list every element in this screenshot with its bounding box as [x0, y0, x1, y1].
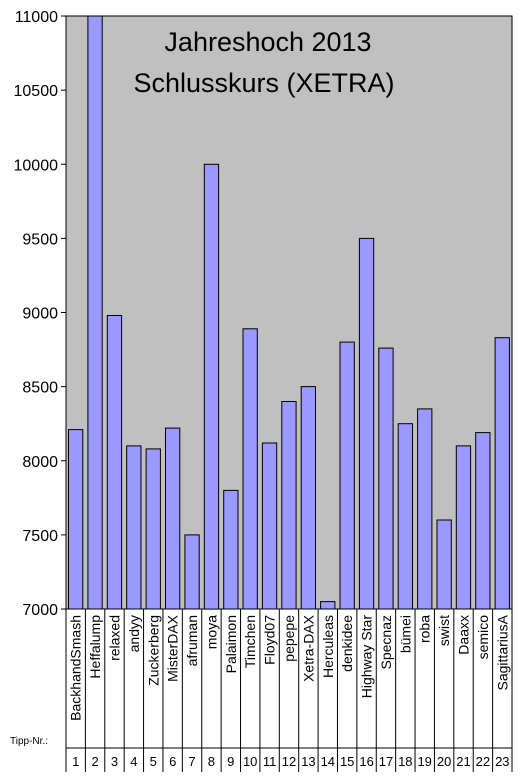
tipp-number: 12	[282, 754, 296, 769]
category-label: Xetra-DAX	[300, 614, 316, 682]
tipp-number: 11	[263, 754, 277, 769]
bar-16	[358, 237, 375, 610]
tipp-number: 9	[227, 754, 234, 769]
tipp-number: 17	[379, 754, 393, 769]
category-label: Floyd07	[262, 615, 278, 665]
tipp-number: 14	[321, 754, 335, 769]
y-axis: 7000 7500 8000 8500 9000 9500 10000 10500 11000	[14, 9, 66, 619]
bar-12	[281, 401, 297, 610]
y-tick-label: 9500	[22, 231, 58, 248]
tipp-number: 2	[91, 754, 98, 769]
chart-title-line-1: Jahreshoch 2013	[164, 27, 371, 57]
tipp-number: 23	[495, 754, 509, 769]
chart-title-line-2: Schlusskurs (XETRA)	[133, 68, 394, 98]
bar-21	[455, 445, 472, 610]
category-label: bümei	[397, 615, 413, 653]
y-tick-label: 9000	[22, 306, 58, 323]
tipp-number: 20	[437, 754, 451, 769]
category-label: MisterDAX	[165, 614, 181, 682]
tipp-number: 4	[130, 754, 137, 769]
bar-15	[339, 341, 355, 610]
category-label: swist	[436, 615, 452, 646]
tipp-number: 13	[301, 754, 315, 769]
category-label: roba	[417, 615, 433, 643]
tipp-number: 7	[188, 754, 195, 769]
bar-4	[126, 445, 142, 610]
tipp-number: 8	[208, 754, 215, 769]
bar-19	[417, 408, 433, 610]
bar-3	[106, 315, 123, 610]
category-label: Herculeas	[320, 615, 336, 678]
bar-8	[203, 163, 220, 610]
tipp-number: 5	[150, 754, 157, 769]
bar-10	[242, 328, 258, 610]
bar-2	[87, 15, 103, 610]
category-label: Heffalump	[87, 615, 103, 679]
bar-17	[378, 347, 394, 610]
y-tick-label: 10000	[14, 157, 59, 174]
bars-group	[68, 15, 510, 610]
category-label: Palaimon	[223, 615, 239, 673]
bar-7	[184, 534, 200, 610]
category-label: Zuckerberg	[145, 615, 161, 686]
category-label: Daaxx	[456, 615, 472, 655]
tipp-number: 1	[72, 754, 79, 769]
category-label: Specnaz	[378, 615, 394, 669]
category-label: BackhandSmash	[68, 615, 84, 721]
y-tick-label: 11000	[15, 9, 58, 26]
tipp-number: 16	[359, 754, 373, 769]
category-label: pepepe	[281, 615, 297, 662]
category-label: andyy	[126, 615, 142, 652]
category-label: Highway Star	[359, 615, 375, 699]
y-tick-label: 8500	[22, 380, 58, 397]
category-label: SagittariusA	[494, 614, 510, 690]
bar-5	[145, 448, 161, 610]
tipp-number: 6	[169, 754, 176, 769]
category-label: semico	[475, 615, 491, 660]
bar-11	[261, 442, 278, 610]
tipp-number: 3	[111, 754, 118, 769]
tipp-number: 18	[398, 754, 412, 769]
category-label: denkidee	[339, 615, 355, 672]
tipp-number: 15	[340, 754, 354, 769]
y-tick-label: 10500	[14, 83, 59, 100]
y-tick-label: 7500	[22, 528, 58, 545]
bar-14	[320, 601, 336, 610]
tipp-number: 21	[456, 754, 470, 769]
bar-22	[475, 432, 491, 610]
category-label: moya	[203, 615, 219, 649]
category-label: afruman	[184, 615, 200, 666]
bar-9	[223, 489, 239, 610]
tipp-number: 10	[243, 754, 257, 769]
bar-6	[165, 427, 181, 610]
category-label: Timchen	[242, 615, 258, 668]
tipp-number: 22	[476, 754, 490, 769]
bar-20	[436, 519, 452, 610]
category-table: BackhandSmash 1 Heffalump 2 relaxed 3 andyy 4 Zu…	[65, 609, 513, 772]
category-label: relaxed	[107, 615, 123, 661]
y-tick-label: 7000	[22, 602, 58, 619]
bar-13	[300, 386, 317, 610]
bar-18	[397, 423, 414, 610]
tipp-nr-label: Tipp-Nr.:	[10, 736, 48, 747]
bar-1	[68, 429, 84, 610]
tipp-number: 19	[417, 754, 431, 769]
y-tick-label: 8000	[22, 454, 58, 471]
bar-23	[494, 337, 510, 610]
